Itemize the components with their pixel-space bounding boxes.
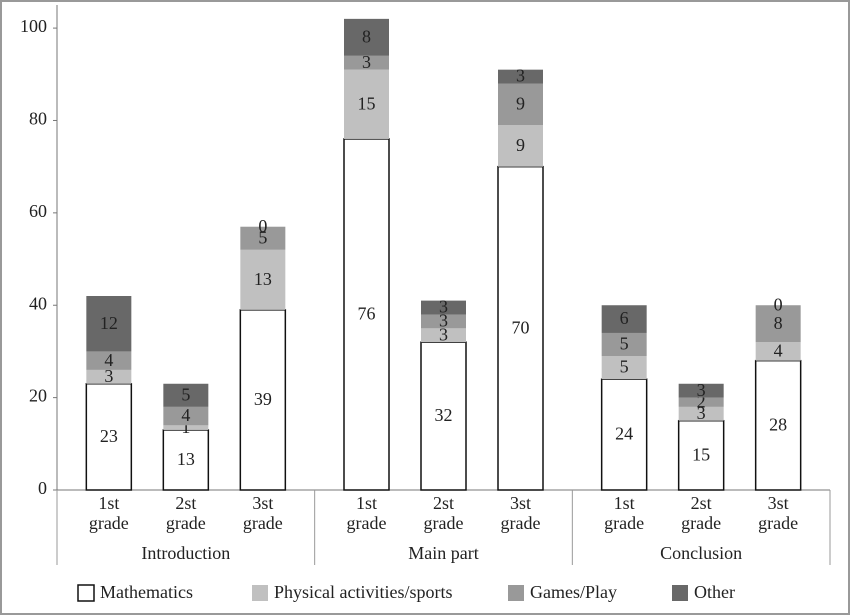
value-label: 9 (516, 93, 525, 113)
bar-segment (600, 378, 648, 491)
value-label: 9 (516, 135, 525, 155)
value-label: 13 (254, 269, 272, 289)
y-tick-label: 0 (38, 478, 47, 498)
bar-segment (344, 55, 389, 70)
value-label: 39 (254, 389, 272, 409)
legend-label: Games/Play (530, 582, 617, 602)
x-tick-label: 1st grade (89, 493, 129, 533)
value-label: 4 (774, 341, 783, 361)
value-label: 6 (620, 308, 629, 328)
value-label: 3 (439, 297, 448, 317)
x-tick-label: 2st grade (424, 493, 464, 533)
value-label: 3 (516, 66, 525, 86)
value-label: 3 (697, 380, 706, 400)
y-tick-label: 100 (20, 16, 47, 36)
value-label: 13 (177, 449, 195, 469)
bar-segment (421, 300, 466, 315)
value-label: 76 (358, 304, 376, 324)
bar-segment (421, 314, 466, 329)
y-tick-label: 20 (29, 386, 47, 406)
bar-segment (601, 356, 647, 380)
value-label: 32 (435, 405, 453, 425)
group-label: Conclusion (660, 543, 742, 563)
x-tick-label: 3st grade (758, 493, 798, 533)
bar-segment (163, 406, 209, 426)
legend-label: Physical activities/sports (274, 582, 452, 602)
legend-swatch (77, 584, 95, 602)
legend-label: Mathematics (100, 582, 193, 602)
value-label: 0 (258, 216, 267, 236)
bar-segment (344, 69, 389, 139)
bar-segment (678, 383, 724, 398)
group-label: Main part (408, 543, 478, 563)
value-label: 70 (512, 317, 530, 337)
bar-segment (601, 332, 647, 357)
value-label: 2 (697, 391, 706, 411)
y-tick-label: 40 (29, 293, 47, 313)
value-label: 24 (615, 424, 633, 444)
value-label: 5 (258, 227, 267, 247)
value-label: 12 (100, 313, 118, 333)
bar-segment (497, 165, 544, 491)
value-label: 3 (104, 366, 113, 386)
legend-swatch (252, 585, 268, 601)
y-tick-label: 80 (29, 109, 47, 129)
bar-segment (163, 425, 209, 430)
bar-segment (163, 383, 209, 407)
legend-label: Other (694, 582, 735, 602)
y-tick-label: 60 (29, 201, 47, 221)
bar-segment (343, 138, 390, 491)
bar-segment (755, 342, 801, 361)
bar-segment (498, 83, 543, 126)
x-tick-label: 3st grade (243, 493, 283, 533)
bar-segment (755, 305, 801, 343)
value-label: 15 (692, 444, 710, 464)
value-label: 3 (439, 311, 448, 331)
bar-segment (86, 296, 132, 352)
bar-segment (86, 369, 132, 384)
bar-segment (162, 429, 210, 491)
bar-segment (678, 406, 724, 421)
bar-segment (86, 351, 132, 370)
x-tick-label: 2st grade (166, 493, 206, 533)
legend-swatch (508, 585, 524, 601)
value-label: 4 (104, 350, 113, 370)
x-tick-label: 1st grade (604, 493, 644, 533)
x-tick-label: 1st grade (347, 493, 387, 533)
value-label: 3 (362, 52, 371, 72)
bar-segment (498, 125, 543, 167)
x-tick-label: 2st grade (681, 493, 721, 533)
bar-segment (240, 226, 286, 250)
value-label: 4 (181, 405, 190, 425)
bar-segment (601, 305, 647, 333)
bar-segment (344, 18, 389, 56)
value-label: 28 (769, 414, 787, 434)
value-label: 5 (181, 384, 190, 404)
value-label: 5 (620, 334, 629, 354)
value-label: 8 (774, 313, 783, 333)
value-label: 3 (439, 324, 448, 344)
value-label: 1 (181, 417, 190, 437)
value-label: 15 (358, 93, 376, 113)
bar-segment (421, 328, 466, 343)
bar-segment (677, 419, 725, 491)
bar-segment (678, 397, 724, 407)
value-label: 23 (100, 426, 118, 446)
value-label: 0 (774, 294, 783, 314)
value-label: 5 (620, 357, 629, 377)
bar-segment (498, 69, 543, 84)
group-label: Introduction (141, 543, 230, 563)
bar-segment (240, 249, 286, 310)
value-label: 8 (362, 26, 371, 46)
x-tick-label: 3st grade (501, 493, 541, 533)
value-label: 3 (697, 403, 706, 423)
legend-swatch (672, 585, 688, 601)
bar-segment (239, 309, 287, 491)
